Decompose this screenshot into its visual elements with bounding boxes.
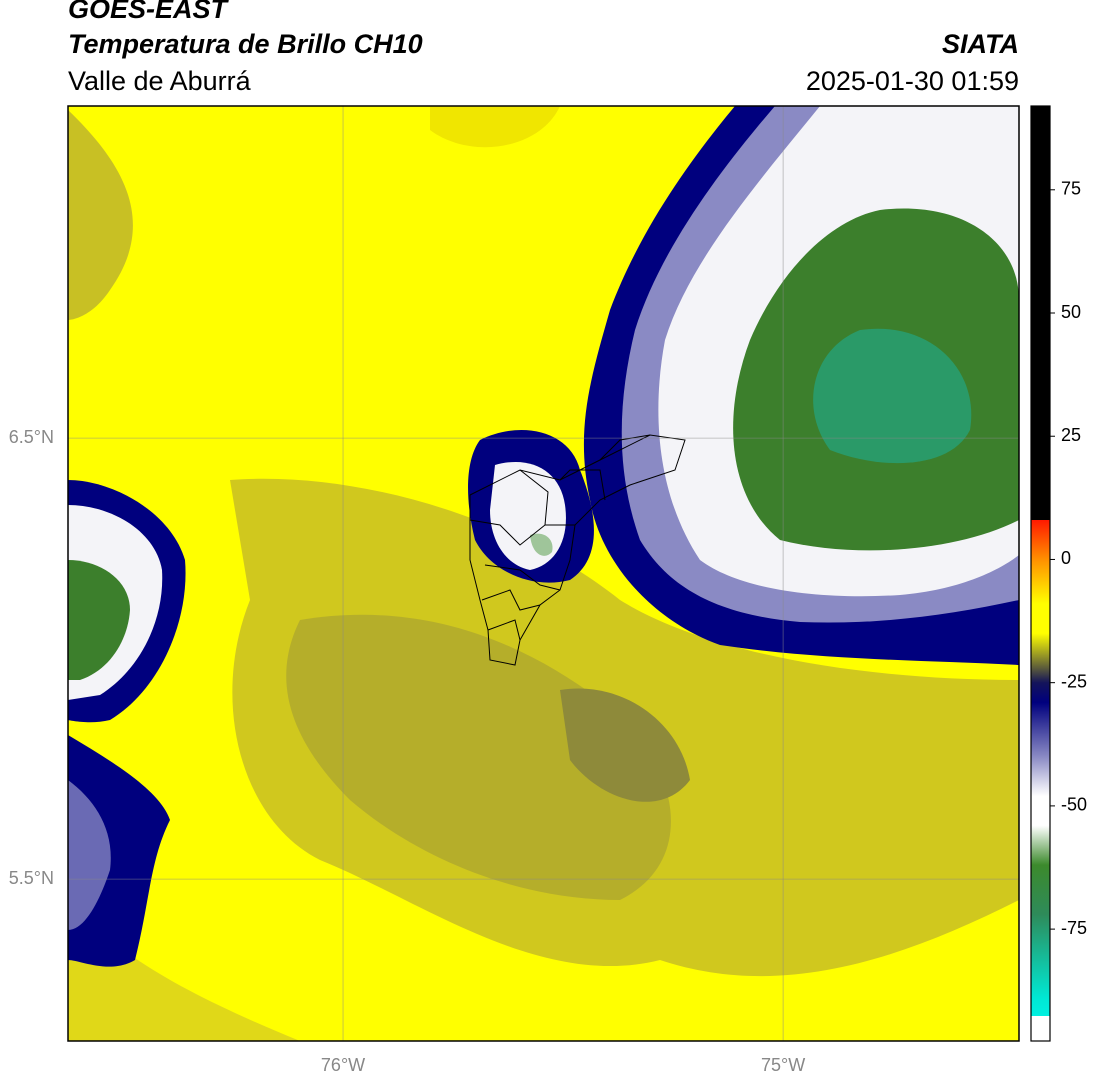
colorbar [1030,105,1051,1042]
graticule [68,106,1019,1041]
colorbar-tick-label: 25 [1061,425,1081,445]
lat-tick-label: 6.5°N [9,427,54,447]
lat-tick-label: 5.5°N [9,868,54,888]
region: Valle de Aburrá [68,66,252,96]
lon-tick-label: 76°W [321,1055,365,1075]
agency: SIATA [942,29,1019,59]
datetime: 2025-01-30 01:59 [806,66,1019,96]
lon-tick-label: 75°W [761,1055,805,1075]
satellite: GOES-EAST [68,0,230,24]
colorbar-tick-label: -75 [1061,918,1087,938]
map-frame [67,105,1020,1042]
product: Temperatura de Brillo CH10 [68,29,423,59]
colorbar-tick-label: -50 [1061,795,1087,815]
colorbar-tick-label: -25 [1061,671,1087,691]
colorbar-tick-label: 50 [1061,302,1081,322]
map-image [68,106,1019,1041]
colorbar-tick-label: 75 [1061,179,1081,199]
colorbar-tick-label: 0 [1061,548,1071,568]
